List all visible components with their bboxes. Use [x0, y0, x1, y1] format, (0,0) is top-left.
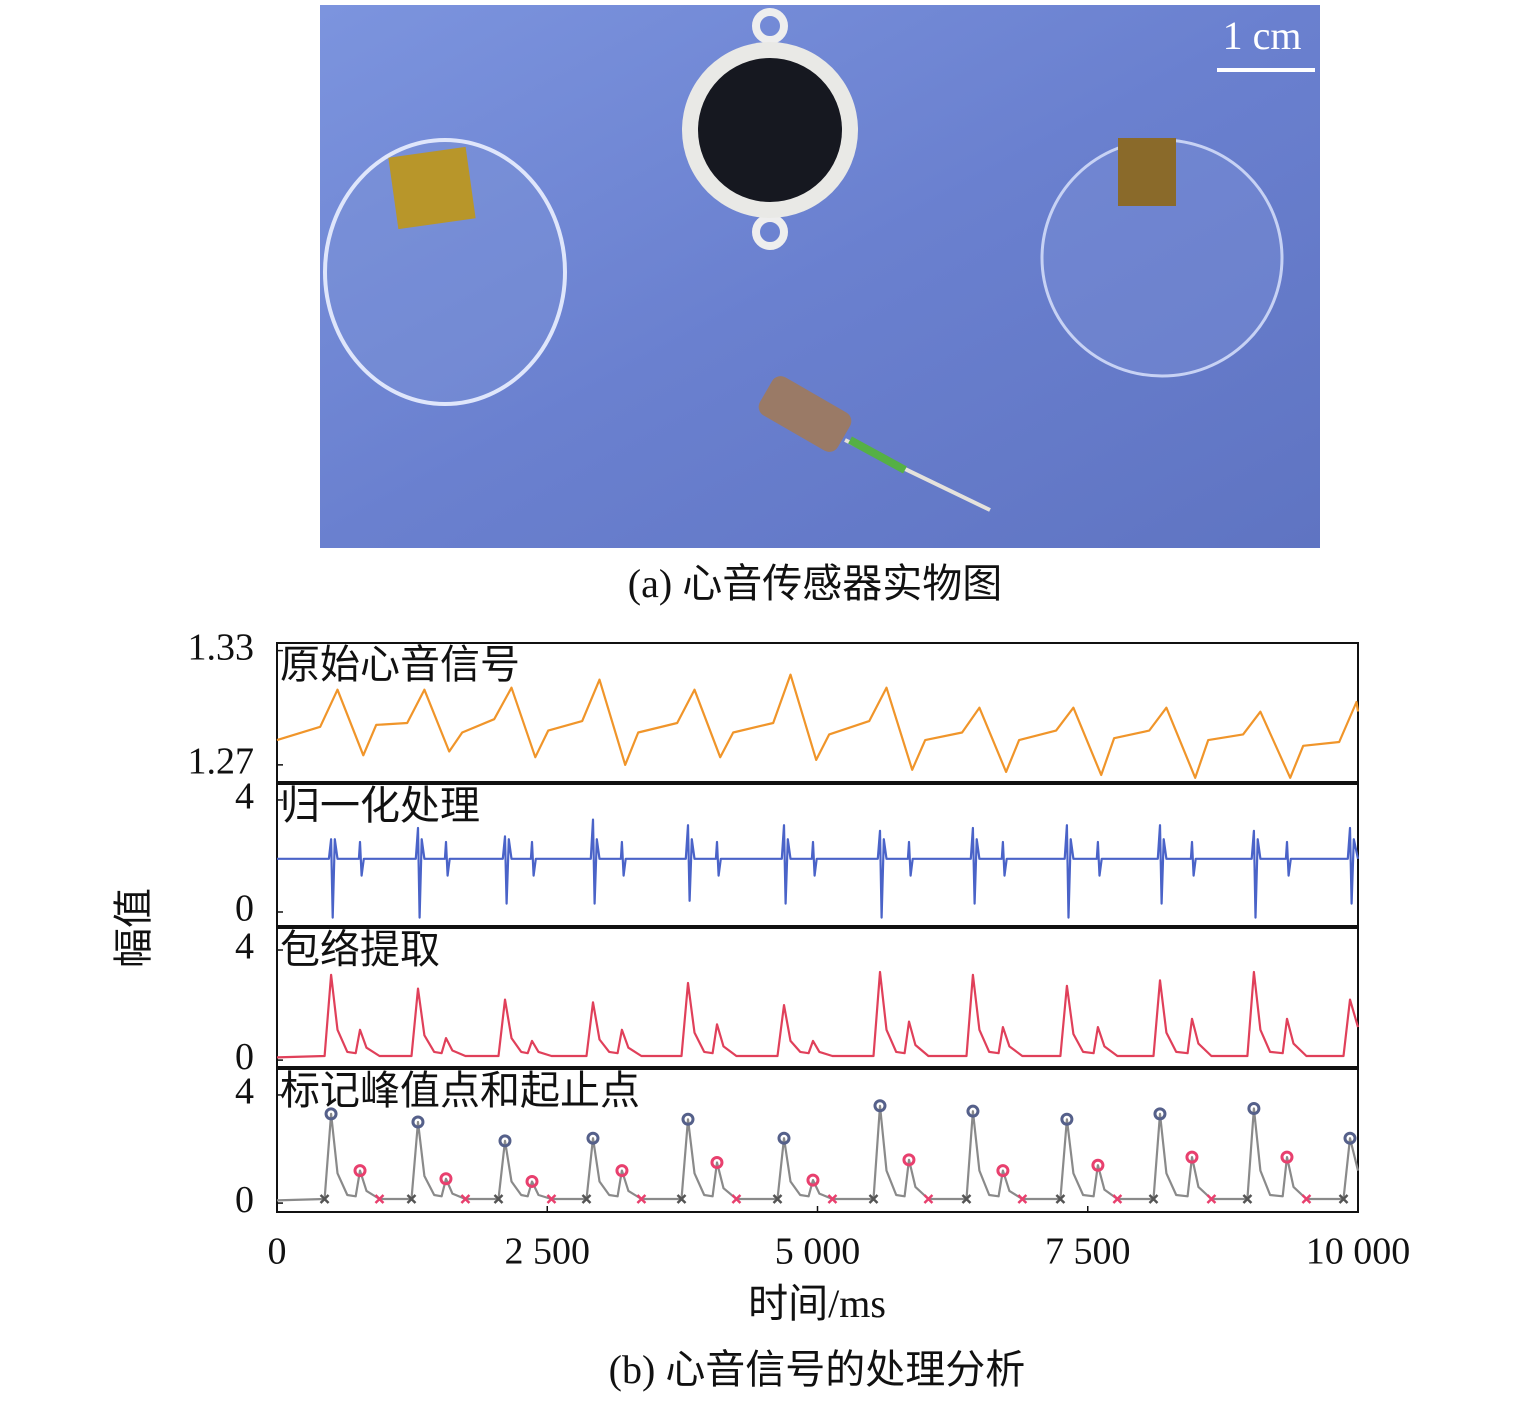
- caption-b: (b) 心音信号的处理分析: [609, 1347, 1026, 1392]
- boundary-marker: [923, 1194, 934, 1204]
- y-axis-label: 幅值: [111, 888, 156, 968]
- signal-line: [276, 1104, 1360, 1202]
- boundary-marker: [676, 1194, 687, 1204]
- y-tick-label: 4: [235, 776, 254, 818]
- boundary-marker: [961, 1194, 972, 1204]
- peak-marker: [902, 1153, 916, 1167]
- peak-marker: [324, 1107, 338, 1121]
- peak-marker: [996, 1164, 1010, 1178]
- y-tick-label: 4: [235, 926, 254, 968]
- boundary-marker: [636, 1194, 647, 1204]
- boundary-marker: [460, 1194, 471, 1204]
- peak-marker: [966, 1104, 980, 1118]
- peak-marker: [525, 1174, 539, 1188]
- sensor-photo: 1 cm: [320, 5, 1320, 548]
- peak-marker: [1185, 1150, 1199, 1164]
- panel-label: 标记峰值点和起止点: [280, 1068, 640, 1113]
- y-tick-label: 0: [235, 1179, 254, 1221]
- peak-marker: [411, 1115, 425, 1129]
- boundary-marker: [772, 1194, 783, 1204]
- peak-marker: [1091, 1158, 1105, 1172]
- boundary-marker: [546, 1194, 557, 1204]
- peak-marker: [615, 1164, 629, 1178]
- x-tick-label: 10 000: [1306, 1231, 1411, 1273]
- y-tick-label: 4: [235, 1071, 254, 1113]
- panel-label: 归一化处理: [280, 783, 480, 828]
- x-tick-label: 7 500: [1045, 1231, 1131, 1273]
- y-tick-label: 1.27: [188, 741, 255, 783]
- peak-marker: [586, 1131, 600, 1145]
- boundary-marker: [1338, 1194, 1349, 1204]
- boundary-marker: [827, 1194, 838, 1204]
- boundary-marker: [319, 1194, 330, 1204]
- peak-marker: [873, 1099, 887, 1113]
- boundary-marker: [868, 1194, 879, 1204]
- connector: [758, 376, 852, 452]
- peak-marker: [681, 1112, 695, 1126]
- boundary-marker: [731, 1194, 742, 1204]
- peak-marker: [1153, 1107, 1167, 1121]
- y-tick-label: 0: [235, 888, 254, 930]
- top-tab: [752, 8, 788, 44]
- peak-marker: [439, 1172, 453, 1186]
- boundary-marker: [493, 1194, 504, 1204]
- boundary-marker: [406, 1194, 417, 1204]
- boundary-marker: [1055, 1194, 1066, 1204]
- housing-opening: [698, 58, 842, 202]
- boundary-marker: [374, 1194, 385, 1204]
- y-tick-label: 1.33: [188, 626, 255, 668]
- left-tape: [388, 146, 476, 230]
- peak-marker: [777, 1131, 791, 1145]
- peak-marker: [1247, 1101, 1261, 1115]
- peak-marker: [1280, 1150, 1294, 1164]
- x-axis-label: 时间/ms: [748, 1281, 886, 1326]
- scale-label: 1 cm: [1223, 13, 1302, 58]
- left-membrane: [323, 138, 567, 406]
- peak-marker: [806, 1173, 820, 1187]
- x-tick-label: 5 000: [775, 1231, 861, 1273]
- x-tick-label: 0: [268, 1231, 287, 1273]
- boundary-marker: [1017, 1194, 1028, 1204]
- panel-label: 包络提取: [280, 927, 440, 972]
- peak-marker: [498, 1134, 512, 1148]
- y-tick-label: 0: [235, 1036, 254, 1078]
- panel-frame: [276, 642, 1359, 783]
- panel-label: 原始心音信号: [280, 642, 520, 687]
- caption-a: (a) 心音传感器实物图: [628, 561, 1002, 606]
- panel-frame: [276, 927, 1359, 1068]
- peak-marker: [353, 1164, 367, 1178]
- boundary-marker: [1112, 1194, 1123, 1204]
- peak-marker: [1343, 1131, 1357, 1145]
- boundary-marker: [1301, 1194, 1312, 1204]
- green-wire: [848, 436, 907, 474]
- peak-marker: [1060, 1112, 1074, 1126]
- right-tape: [1118, 138, 1176, 206]
- x-tick-label: 2 500: [505, 1231, 591, 1273]
- boundary-marker: [1206, 1194, 1217, 1204]
- signal-line: [276, 970, 1360, 1059]
- signal-line: [277, 818, 1360, 919]
- boundary-marker: [581, 1194, 592, 1204]
- peak-marker: [710, 1156, 724, 1170]
- boundary-marker: [1148, 1194, 1159, 1204]
- boundary-marker: [1242, 1194, 1253, 1204]
- signal-line: [276, 673, 1360, 779]
